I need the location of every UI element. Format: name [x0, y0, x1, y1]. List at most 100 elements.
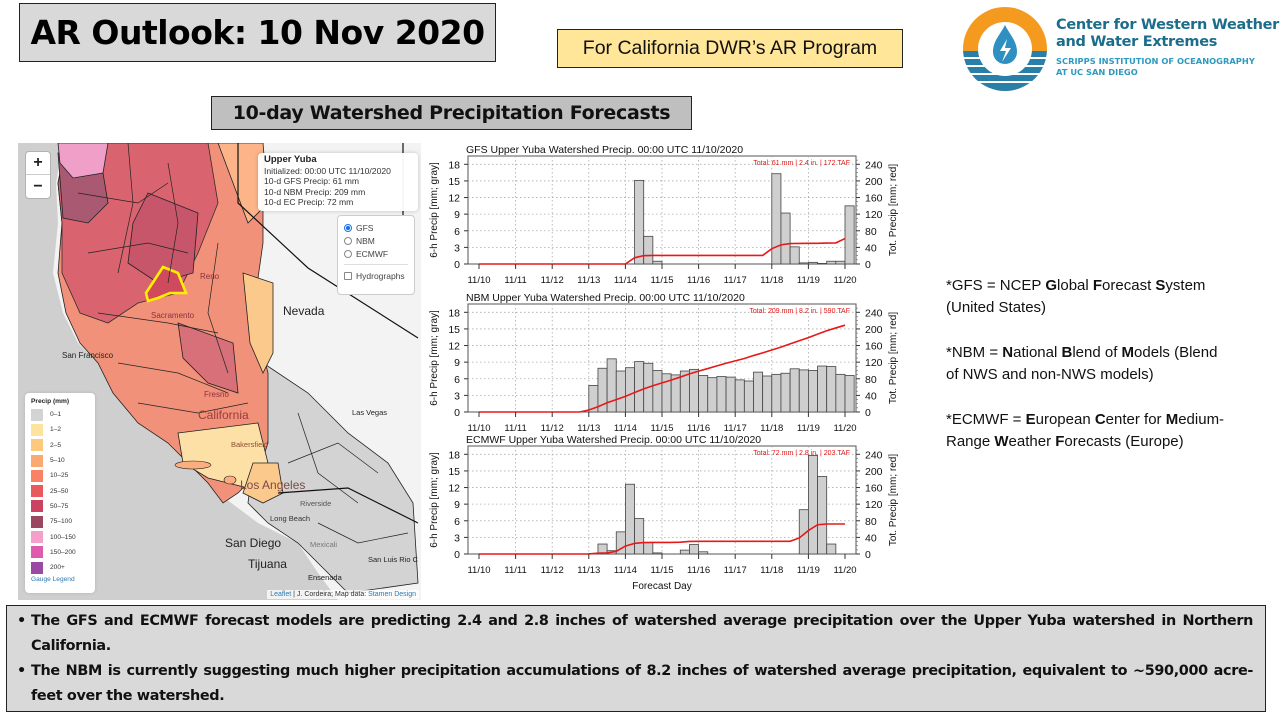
precip-bar [826, 260, 837, 265]
radio-ecmwf[interactable] [344, 249, 352, 258]
legend-item: 75–100 [31, 514, 89, 529]
precip-bar [689, 368, 700, 413]
x-tick-label: 11/14 [614, 275, 637, 286]
y-tick-label: 15 [448, 466, 460, 478]
y2-tick-label: 80 [865, 226, 877, 238]
zoom-out-button[interactable]: − [33, 177, 43, 195]
zoom-in-button[interactable]: + [26, 152, 50, 175]
x-tick-label: 11/13 [577, 423, 600, 431]
y2-tick-label: 80 [865, 374, 877, 386]
precip-bar [652, 260, 663, 265]
precip-bar [807, 261, 818, 265]
legend-label: 75–100 [50, 518, 73, 526]
label-san-luis: San Luis Rio C [368, 555, 419, 564]
hydrographs-checkbox[interactable] [344, 271, 352, 280]
total-precip-line [479, 324, 846, 413]
x-tick-label: 11/16 [687, 275, 710, 286]
y2-tick-label: 200 [865, 324, 883, 336]
label-reno: Reno [200, 272, 220, 281]
y2-tick-label: 120 [865, 499, 883, 511]
zoom-control[interactable]: + − [25, 151, 51, 199]
summary-bullet: The NBM is currently suggesting much hig… [17, 659, 1253, 709]
legend-item: 25–50 [31, 483, 89, 498]
upper-yuba-watershed [144, 265, 188, 303]
label-long-beach: Long Beach [270, 514, 311, 523]
y-tick-label: 18 [448, 449, 460, 461]
legend-label: 2–5 [50, 441, 62, 449]
label-fresno: Fresno [204, 390, 229, 399]
info-initialized: Initialized: 00:00 UTC 11/10/2020 [264, 165, 391, 176]
nbm-precip-chart: 0 3 6 9 12 15 18 0 40 80 120 160 200 240 11/10 11/11 11/… [425, 291, 915, 434]
layer-option-ecmwf[interactable]: ECMWF [344, 247, 408, 260]
precip-bar [606, 358, 617, 413]
stamen-link[interactable]: Stamen Design [368, 591, 416, 598]
x-tick-label: 11/11 [504, 423, 526, 431]
y2-tick-label: 0 [865, 259, 871, 271]
x-tick-label: 11/13 [577, 275, 600, 286]
x-tick-label: 11/17 [724, 275, 747, 286]
legend-swatch [31, 439, 43, 452]
label-bakersfield: Bakersfield [231, 440, 269, 449]
summary-bullet: The GFS and ECMWF forecast models are pr… [17, 609, 1253, 659]
precip-bar [615, 370, 626, 413]
title-box: AR Outlook: 10 Nov 2020 [19, 3, 496, 62]
precip-bar [762, 375, 773, 413]
precip-bar [826, 543, 837, 555]
y2-axis-label: Tot. Precip [mm; red] [888, 164, 899, 256]
y2-tick-label: 240 [865, 307, 883, 319]
legend-item: 0–1 [31, 407, 89, 422]
watershed-info-popup: Upper Yuba Initialized: 00:00 UTC 11/10/… [258, 153, 418, 211]
page-title: AR Outlook: 10 Nov 2020 [30, 13, 485, 52]
x-tick-label: 11/12 [541, 275, 564, 286]
y-tick-label: 3 [454, 390, 460, 402]
org-subtitle: SCRIPPS INSTITUTION OF OCEANOGRAPHY AT U… [1056, 56, 1255, 77]
y2-tick-label: 0 [865, 549, 871, 561]
layer-option-nbm[interactable]: NBM [344, 234, 408, 247]
x-tick-label: 11/20 [833, 275, 856, 286]
precip-bar [817, 476, 828, 555]
watershed-map[interactable]: + − Upper Yuba Initialized: 00:00 UTC 11… [18, 143, 421, 600]
precip-bar [771, 173, 782, 265]
precip-bar [634, 518, 645, 555]
gauge-legend-link[interactable]: Gauge Legend [31, 576, 75, 584]
ecmwf-definition: *ECMWF = European Center for Medium- Rang… [946, 411, 1225, 450]
info-nbm-precip: 10-d NBM Precip: 209 mm [264, 186, 366, 197]
label-tijuana: Tijuana [248, 557, 287, 571]
total-precip-line [479, 237, 846, 265]
chart-title: GFS Upper Yuba Watershed Precip. 00:00 U… [466, 144, 743, 156]
precip-bar [661, 373, 672, 413]
legend-item: 200+ [31, 560, 89, 575]
legend-item: 1–2 [31, 422, 89, 437]
precip-bar [844, 205, 855, 265]
radio-gfs[interactable] [344, 223, 352, 232]
precip-bar [807, 370, 818, 413]
hydrographs-toggle[interactable]: Hydrographs [344, 269, 408, 282]
label-mexicali: Mexicali [310, 540, 338, 549]
chart-title: NBM Upper Yuba Watershed Precip. 00:00 U… [466, 292, 745, 304]
y-tick-label: 12 [448, 483, 460, 495]
plot-area [467, 445, 857, 555]
legend-item: 100–150 [31, 529, 89, 544]
x-tick-label: 11/10 [467, 275, 490, 286]
leaflet-link[interactable]: Leaflet [270, 591, 292, 598]
precip-bar [689, 544, 700, 555]
layer-option-gfs[interactable]: GFS [344, 221, 408, 234]
total-label: Total: 61 mm | 2.4 in. | 172 TAF [753, 160, 850, 167]
subtitle-box: 10-day Watershed Precipitation Forecasts [211, 96, 692, 130]
x-tick-label: 11/12 [541, 565, 564, 576]
total-precip-line [479, 523, 845, 555]
precip-bar [826, 366, 837, 413]
y2-tick-label: 160 [865, 341, 883, 353]
summary-box: The GFS and ECMWF forecast models are pr… [6, 605, 1266, 712]
precip-bar [817, 263, 828, 265]
legend-label: 50–75 [50, 502, 69, 510]
radio-nbm[interactable] [344, 236, 352, 245]
legend-swatch [31, 531, 43, 544]
precip-bar [835, 373, 846, 413]
x-tick-label: 11/15 [650, 275, 673, 286]
y2-tick-label: 0 [865, 407, 871, 419]
nbm-chart-svg: 0 3 6 9 12 15 18 0 40 80 120 160 200 240 11/10 11/11 11/… [429, 292, 899, 434]
x-tick-label: 11/12 [541, 423, 564, 431]
map-canvas[interactable] [18, 143, 421, 600]
label-ensenada: Ensenada [308, 573, 342, 582]
